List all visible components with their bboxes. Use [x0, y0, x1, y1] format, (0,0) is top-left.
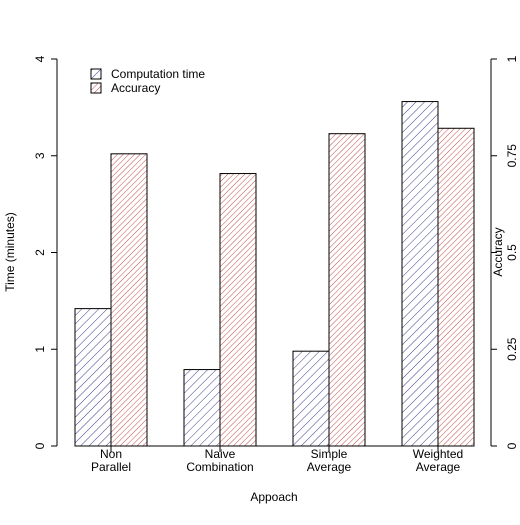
y-left-tick-label: 3 [33, 152, 47, 159]
bar-accuracy-3 [437, 127, 475, 447]
x-tick-label: Average [416, 460, 461, 474]
y-left-tick-label: 4 [33, 55, 47, 62]
y-right-tick-label: 0.75 [505, 144, 519, 168]
bar-computation-time-0 [74, 308, 112, 447]
x-tick-label: Simple [311, 447, 348, 461]
x-tick-label: Combination [186, 460, 253, 474]
legend-swatch [90, 68, 102, 80]
bar-computation-time-3 [401, 101, 439, 447]
y-left-tick-label: 1 [33, 346, 47, 353]
bar-computation-time-1 [183, 369, 221, 447]
bar-accuracy-1 [219, 173, 257, 447]
y-left-tick-label: 0 [33, 442, 47, 449]
legend-label: Accuracy [111, 81, 160, 95]
axes-layer: NonParallelNaiveCombinationSimpleAverage… [33, 55, 519, 474]
y-right-tick-label: 1 [505, 55, 519, 62]
x-axis-label: Appoach [250, 490, 297, 504]
x-tick-label: Non [100, 447, 122, 461]
bar-accuracy-2 [328, 133, 366, 447]
x-tick-label: Weighted [413, 447, 463, 461]
x-tick-label: Average [307, 460, 352, 474]
x-tick-label: Naive [205, 447, 236, 461]
y-axis-left-label: Time (minutes) [3, 212, 17, 292]
y-left-tick-label: 2 [33, 249, 47, 256]
legend-swatch [90, 82, 102, 94]
bar-computation-time-2 [292, 350, 330, 447]
bars-layer [74, 101, 475, 447]
y-right-tick-label: 0.5 [505, 244, 519, 261]
y-right-tick-label: 0.25 [505, 337, 519, 361]
y-axis-right-label: Accuracy [491, 227, 505, 276]
bar-accuracy-0 [110, 153, 148, 447]
y-right-tick-label: 0 [505, 442, 519, 449]
x-tick-label: Parallel [91, 460, 131, 474]
legend-label: Computation time [111, 67, 205, 81]
